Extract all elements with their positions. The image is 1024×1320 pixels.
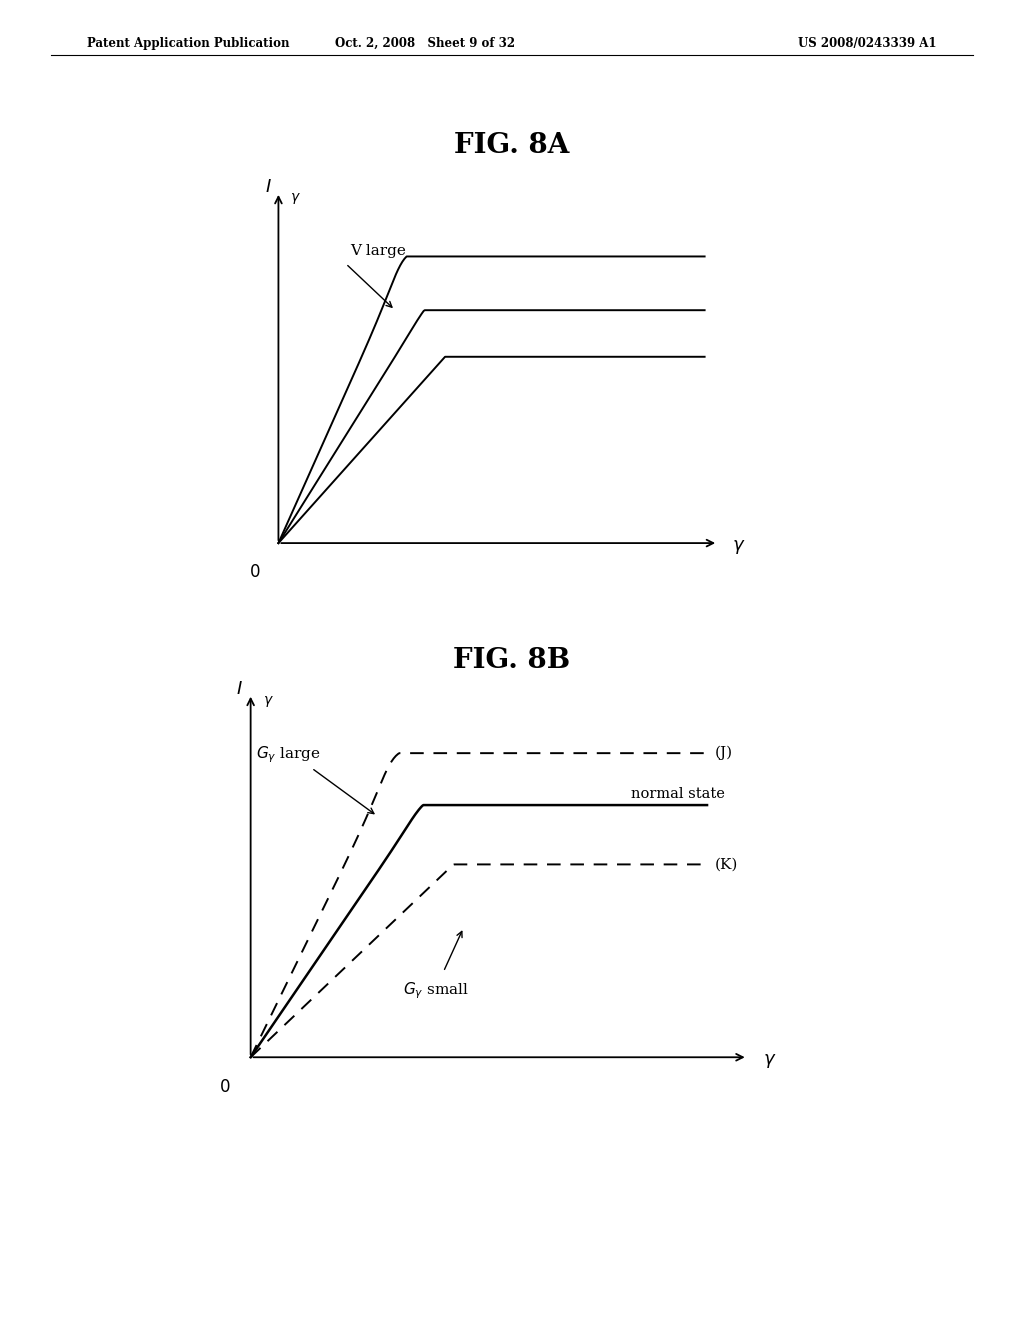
Text: $G_\gamma$ small: $G_\gamma$ small (402, 981, 469, 1001)
Text: $\gamma$: $\gamma$ (263, 693, 274, 709)
Text: Oct. 2, 2008   Sheet 9 of 32: Oct. 2, 2008 Sheet 9 of 32 (335, 37, 515, 50)
Text: $I$: $I$ (237, 680, 243, 697)
Text: $0$: $0$ (249, 562, 260, 581)
Text: (K): (K) (715, 858, 738, 871)
Text: $\gamma$: $\gamma$ (290, 191, 300, 206)
Text: $G_\gamma$ large: $G_\gamma$ large (256, 744, 321, 766)
Text: FIG. 8B: FIG. 8B (454, 647, 570, 673)
Text: $\gamma$: $\gamma$ (731, 537, 745, 556)
Text: V large: V large (350, 244, 407, 259)
Text: (J): (J) (715, 746, 733, 760)
Text: Patent Application Publication: Patent Application Publication (87, 37, 290, 50)
Text: $0$: $0$ (219, 1077, 230, 1096)
Text: normal state: normal state (631, 787, 725, 801)
Text: $\gamma$: $\gamma$ (763, 1052, 776, 1071)
Text: FIG. 8A: FIG. 8A (455, 132, 569, 158)
Text: $I$: $I$ (265, 178, 271, 195)
Text: US 2008/0243339 A1: US 2008/0243339 A1 (799, 37, 937, 50)
